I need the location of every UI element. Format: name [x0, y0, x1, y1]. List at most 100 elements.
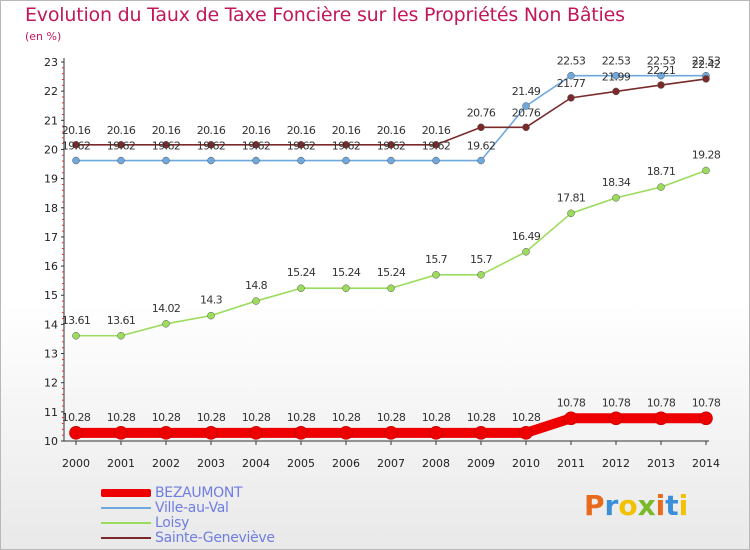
- data-label-1: 19.62: [62, 140, 91, 153]
- data-label-3: 20.16: [107, 124, 136, 137]
- data-label-1: 19.62: [152, 140, 181, 153]
- y-tick-label: 18: [44, 202, 58, 215]
- chart-title: Evolution du Taux de Taxe Foncière sur l…: [25, 4, 625, 26]
- data-label-3: 20.16: [377, 124, 406, 137]
- x-tick-label: 2001: [107, 457, 135, 470]
- data-point-1: [477, 156, 485, 165]
- data-label-2: 13.61: [62, 314, 91, 327]
- data-label-3: 20.16: [197, 124, 226, 137]
- y-tick-label: 16: [44, 260, 58, 273]
- y-tick-label: 15: [44, 289, 58, 302]
- data-label-3: 20.76: [512, 106, 541, 119]
- data-point-0: [159, 426, 173, 440]
- data-point-2: [657, 183, 665, 191]
- logo-letter: r: [604, 489, 619, 522]
- data-point-2: [117, 332, 125, 340]
- logo-letter: P: [584, 489, 605, 522]
- data-label-1: 19.62: [242, 140, 271, 153]
- data-label-0: 10.28: [242, 411, 271, 424]
- data-point-3: [252, 141, 260, 149]
- y-tick-label: 22: [44, 85, 58, 98]
- legend-swatch: [101, 488, 151, 497]
- x-tick-label: 2006: [332, 457, 360, 470]
- y-tick-label: 11: [44, 406, 58, 419]
- data-label-1: 19.62: [467, 140, 496, 153]
- data-label-2: 19.28: [692, 148, 721, 161]
- y-tick-label: 14: [44, 318, 58, 331]
- legend-item-sainte-genevieve: Sainte-Geneviève: [101, 529, 275, 546]
- data-point-2: [432, 271, 440, 279]
- data-point-1: [522, 102, 530, 110]
- y-tick-label: 19: [44, 173, 58, 186]
- data-label-1: 22.53: [557, 55, 586, 68]
- data-point-2: [477, 271, 485, 279]
- data-point-0: [339, 426, 353, 440]
- data-point-0: [249, 426, 263, 440]
- logo-letter: x: [637, 489, 656, 522]
- x-tick-label: 2003: [197, 457, 225, 470]
- x-tick-label: 2007: [377, 457, 405, 470]
- legend-label: Sainte-Geneviève: [155, 529, 275, 546]
- legend: BEZAUMONT Ville-au-Val Loisy Sainte-Gene…: [101, 485, 275, 546]
- data-label-0: 10.28: [512, 411, 541, 424]
- data-label-1: 22.53: [602, 55, 631, 68]
- logo-letter: t: [665, 489, 679, 522]
- x-tick-label: 2011: [557, 457, 585, 470]
- data-label-2: 15.24: [287, 266, 316, 279]
- legend-item-bezaumont: BEZAUMONT: [101, 485, 275, 501]
- data-label-2: 15.7: [425, 253, 448, 266]
- data-label-3: 20.16: [422, 124, 451, 137]
- data-point-0: [69, 426, 83, 440]
- data-point-1: [117, 156, 125, 165]
- data-point-1: [72, 156, 80, 165]
- data-label-0: 10.28: [467, 411, 496, 424]
- data-point-1: [567, 71, 575, 80]
- legend-swatch: [101, 521, 151, 524]
- data-point-1: [162, 156, 170, 165]
- data-label-1: 19.62: [422, 140, 451, 153]
- y-tick-label: 20: [44, 143, 58, 156]
- logo-letter: i: [655, 489, 666, 522]
- data-point-0: [519, 426, 533, 440]
- data-point-0: [384, 426, 398, 440]
- data-label-1: 19.62: [107, 140, 136, 153]
- data-label-2: 15.24: [377, 266, 406, 279]
- data-point-3: [522, 123, 530, 132]
- data-point-3: [297, 141, 305, 149]
- legend-label: Ville-au-Val: [155, 499, 229, 516]
- data-label-2: 15.24: [332, 266, 361, 279]
- data-point-2: [162, 320, 170, 328]
- data-label-0: 10.28: [197, 411, 226, 424]
- y-tick-label: 17: [44, 231, 58, 244]
- legend-item-ville-au-val: Ville-au-Val: [101, 499, 275, 516]
- data-label-2: 16.49: [512, 230, 541, 243]
- data-label-3: 22.42: [692, 58, 721, 71]
- data-point-2: [252, 297, 260, 305]
- data-point-1: [387, 156, 395, 165]
- x-tick-label: 2005: [287, 457, 315, 470]
- data-label-0: 10.78: [692, 396, 721, 409]
- data-label-0: 10.78: [557, 396, 586, 409]
- proxiti-logo: Proxiti: [584, 489, 688, 522]
- x-tick-label: 2014: [692, 457, 720, 470]
- data-point-0: [429, 426, 443, 440]
- y-tick-label: 12: [44, 377, 58, 390]
- y-tick-label: 13: [44, 348, 58, 361]
- data-point-3: [432, 141, 440, 149]
- data-point-2: [387, 284, 395, 292]
- data-point-2: [567, 209, 575, 218]
- data-label-0: 10.28: [377, 411, 406, 424]
- data-label-3: 20.16: [242, 124, 271, 137]
- data-point-2: [297, 284, 305, 292]
- data-label-0: 10.28: [152, 411, 181, 424]
- data-point-1: [252, 156, 260, 165]
- data-label-1: 19.62: [332, 140, 361, 153]
- data-label-0: 10.28: [62, 411, 91, 424]
- data-point-1: [612, 71, 620, 80]
- data-point-1: [432, 156, 440, 165]
- y-tick-label: 10: [44, 435, 58, 448]
- data-point-3: [72, 141, 80, 149]
- y-tick-label: 23: [44, 56, 58, 69]
- data-point-2: [342, 284, 350, 292]
